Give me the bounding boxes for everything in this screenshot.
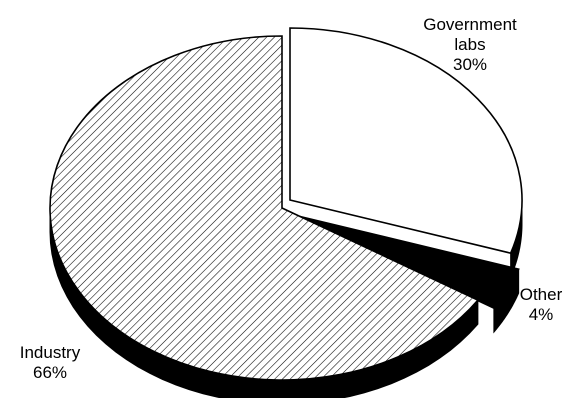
slice-label-other: Other 4% — [520, 285, 563, 324]
slice-label-government-labs: Government labs 30% — [423, 15, 517, 74]
slice-label-line: Other — [520, 285, 563, 304]
slice-label-line: labs — [454, 35, 485, 54]
slice-label-line: Government — [423, 15, 517, 34]
slice-label-line: Industry — [20, 343, 81, 362]
slice-label-industry: Industry 66% — [20, 343, 81, 382]
pie-slice-government-labs — [289, 27, 523, 255]
slice-percent: 66% — [33, 363, 67, 382]
pie-slice-industry — [49, 35, 480, 381]
slice-percent: 4% — [529, 305, 554, 324]
pie-slice-other — [297, 215, 520, 310]
slice-percent: 30% — [453, 55, 487, 74]
